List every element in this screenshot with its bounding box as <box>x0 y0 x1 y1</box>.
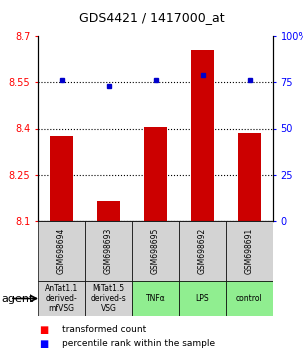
Text: AnTat1.1
derived-
mfVSG: AnTat1.1 derived- mfVSG <box>45 284 78 313</box>
Text: agent: agent <box>1 293 33 303</box>
Text: control: control <box>236 294 263 303</box>
Text: GSM698694: GSM698694 <box>57 228 66 274</box>
Bar <box>50 136 73 221</box>
Bar <box>179 281 226 316</box>
Bar <box>132 281 179 316</box>
Bar <box>97 201 120 221</box>
Text: percentile rank within the sample: percentile rank within the sample <box>62 339 215 348</box>
Bar <box>226 281 273 316</box>
Bar <box>238 133 261 221</box>
Text: ■: ■ <box>39 325 49 335</box>
Bar <box>191 50 214 221</box>
Text: MiTat1.5
derived-s
VSG: MiTat1.5 derived-s VSG <box>91 284 126 313</box>
Text: GSM698692: GSM698692 <box>198 228 207 274</box>
Text: GSM698691: GSM698691 <box>245 228 254 274</box>
Text: LPS: LPS <box>196 294 209 303</box>
Bar <box>38 281 85 316</box>
Bar <box>85 221 132 281</box>
Text: GSM698695: GSM698695 <box>151 228 160 274</box>
Bar <box>132 221 179 281</box>
Text: ■: ■ <box>39 339 49 349</box>
Text: GSM698693: GSM698693 <box>104 228 113 274</box>
Text: TNFα: TNFα <box>146 294 165 303</box>
Bar <box>226 221 273 281</box>
Bar <box>144 127 167 221</box>
Bar <box>85 281 132 316</box>
Text: GDS4421 / 1417000_at: GDS4421 / 1417000_at <box>79 11 224 24</box>
Bar <box>179 221 226 281</box>
Bar <box>38 221 85 281</box>
Text: transformed count: transformed count <box>62 325 146 335</box>
